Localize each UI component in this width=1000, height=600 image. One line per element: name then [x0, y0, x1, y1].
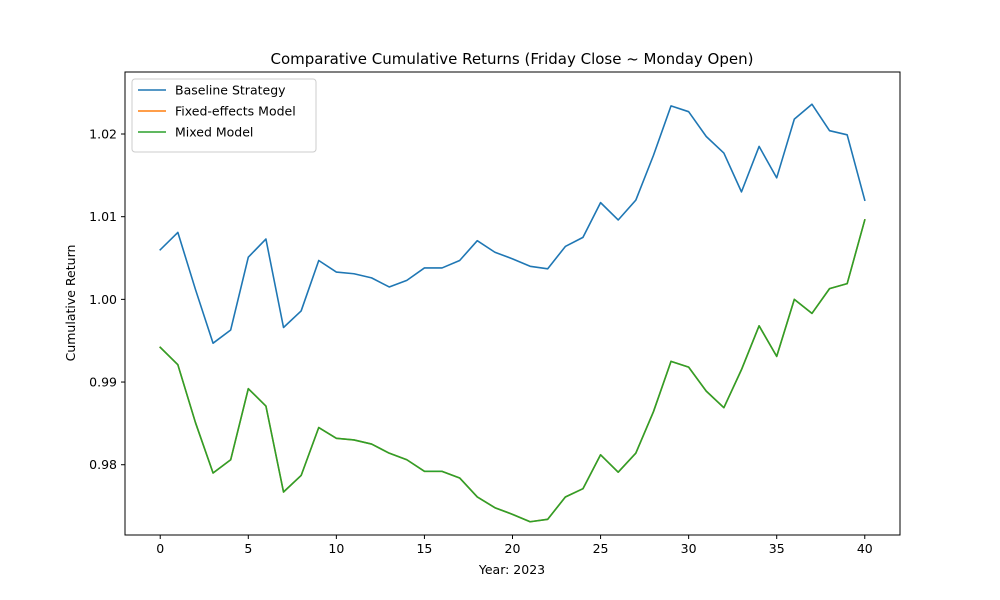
legend-box [131, 78, 317, 153]
series-line-baseline-strategy [159, 103, 866, 344]
y-tick-label: 1.02 [89, 127, 117, 142]
legend-label: Mixed Model [175, 125, 253, 140]
y-tick-label: 0.98 [89, 457, 117, 472]
chart-title: Comparative Cumulative Returns (Friday C… [271, 50, 754, 68]
x-tick-label: 10 [328, 541, 344, 556]
x-tick-label: 25 [593, 541, 609, 556]
y-tick-label: 1.01 [89, 209, 117, 224]
x-tick-label: 40 [857, 541, 873, 556]
x-tick-label: 20 [505, 541, 521, 556]
x-tick-label: 35 [769, 541, 785, 556]
series-line-fixed-effects-model [159, 219, 866, 523]
series-line-mixed-model [159, 219, 866, 523]
x-tick-label: 0 [156, 541, 164, 556]
x-tick-label: 15 [416, 541, 432, 556]
y-axis: 0.98 0.99 1.00 1.01 1.02 [89, 127, 125, 472]
x-tick-label: 5 [244, 541, 252, 556]
legend-label: Fixed-effects Model [175, 104, 296, 119]
y-tick-label: 1.00 [89, 292, 117, 307]
legend: Baseline Strategy Fixed-effects Model Mixe… [131, 78, 317, 153]
series-group [159, 103, 866, 523]
y-tick-label: 0.99 [89, 375, 117, 390]
x-axis: 0 5 10 15 20 25 30 35 40 [156, 535, 873, 556]
x-tick-label: 30 [681, 541, 697, 556]
legend-label: Baseline Strategy [175, 83, 286, 98]
x-axis-title: Year: 2023 [478, 562, 545, 577]
y-axis-title: Cumulative Return [63, 245, 78, 362]
